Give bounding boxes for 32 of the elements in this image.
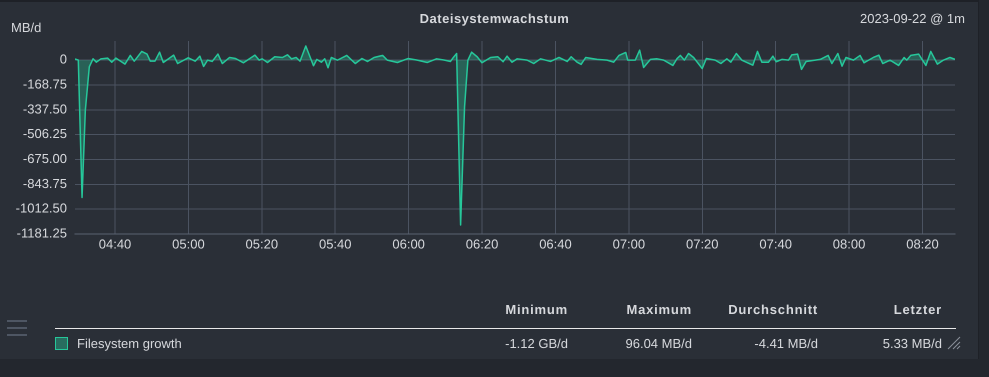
- text: -1.12 GB/d: [505, 336, 568, 351]
- text: 5.33 MB/d: [882, 336, 942, 351]
- x-tick-label: 07:00: [612, 236, 646, 252]
- y-tick-label: -168.75: [22, 76, 67, 92]
- x-tick-label: 05:20: [246, 236, 278, 252]
- y-tick-label: -337.50: [22, 101, 67, 116]
- x-tick-label: 08:00: [832, 236, 866, 252]
- text: Minimum: [505, 302, 568, 317]
- text: 96.04 MB/d: [626, 336, 692, 351]
- x-tick-label: 08:20: [906, 236, 939, 252]
- y-tick-label: -506.25: [22, 126, 67, 142]
- x-tick-label: 06:40: [539, 236, 572, 252]
- text: -4.41 MB/d: [754, 336, 818, 351]
- x-tick-label: 07:40: [759, 236, 792, 252]
- x-tick-label: 05:00: [172, 236, 205, 252]
- legend-label: Filesystem growth: [77, 336, 182, 351]
- text: Durchschnitt: [728, 302, 818, 317]
- text: Letzter: [894, 302, 942, 317]
- x-tick-label: 04:40: [98, 236, 132, 252]
- chart-title: Dateisystemwachstum: [420, 11, 570, 26]
- x-tick-label: 06:00: [392, 236, 425, 252]
- y-tick-label: -675.00: [22, 151, 67, 166]
- x-tick-label: 07:20: [686, 236, 719, 252]
- y-tick-label: -1012.50: [16, 200, 67, 216]
- y-axis-title: MB/d: [11, 20, 42, 35]
- y-tick-label: 0: [60, 52, 67, 67]
- x-tick-label: 06:20: [466, 236, 498, 252]
- y-tick-label: -1181.25: [16, 226, 67, 241]
- text: Maximum: [626, 302, 692, 317]
- chart-subtitle: 2023-09-22 @ 1m: [860, 11, 965, 26]
- y-tick-label: -843.75: [22, 176, 67, 191]
- x-tick-label: 05:40: [318, 236, 352, 252]
